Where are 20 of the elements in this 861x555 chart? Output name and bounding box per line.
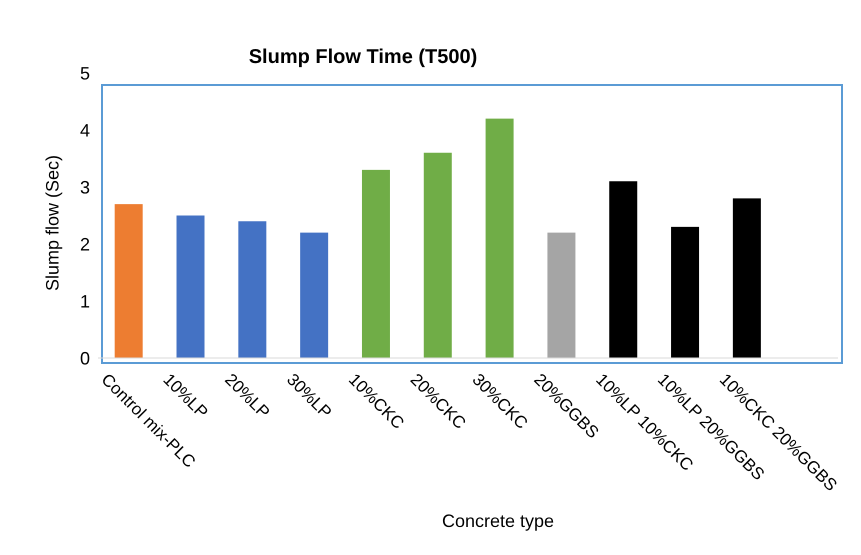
bar: [114, 204, 143, 358]
y-tick-label: 4: [80, 120, 90, 140]
bar: [300, 232, 328, 358]
bar: [362, 170, 390, 358]
y-tick-label: 5: [80, 63, 90, 84]
bar: [547, 232, 576, 358]
chart-title: Slump Flow Time (T500): [248, 46, 478, 68]
bar: [671, 226, 700, 358]
y-tick-label: 2: [80, 234, 90, 254]
y-tick-label: 1: [80, 291, 90, 312]
bar: [238, 221, 266, 358]
x-axis-title: Concrete type: [440, 511, 556, 532]
bar: [732, 198, 761, 358]
bar: [486, 118, 514, 358]
y-tick-label: 0: [80, 348, 90, 368]
bar: [609, 181, 638, 358]
bar: [176, 216, 205, 358]
y-axis-title: Slump flow (Sec): [42, 154, 64, 292]
y-tick-label: 3: [80, 177, 90, 198]
bar: [424, 152, 452, 358]
